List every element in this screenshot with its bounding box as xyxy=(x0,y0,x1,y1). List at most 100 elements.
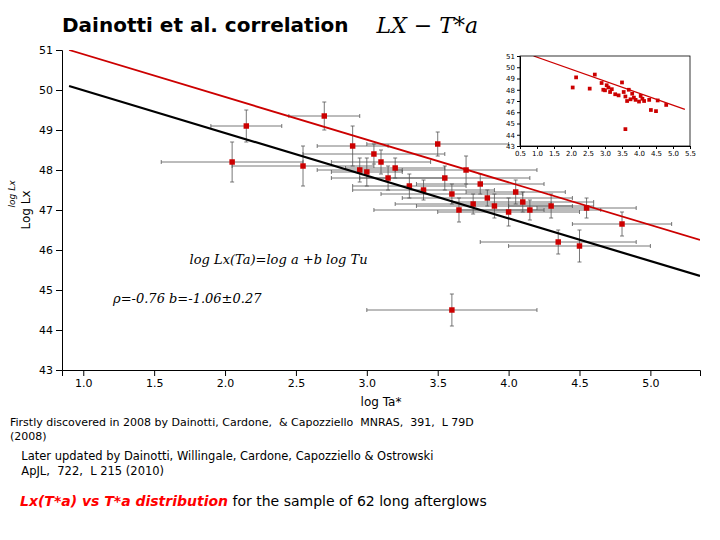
point xyxy=(647,98,651,102)
y-axis-title: Log Lx xyxy=(19,190,33,229)
tick-mark xyxy=(56,170,62,171)
y-error-bar xyxy=(230,142,234,182)
tick: 51 xyxy=(506,53,520,61)
point xyxy=(622,90,626,94)
tick: 46 xyxy=(506,109,520,117)
x-error-bar xyxy=(303,152,445,156)
tick-label: 1.0 xyxy=(532,150,543,158)
tick-label: 3.5 xyxy=(617,150,628,158)
tick: 48 xyxy=(39,164,62,177)
point xyxy=(577,243,582,248)
tick-mark xyxy=(517,146,520,147)
x-axis: 1.01.52.02.53.03.54.04.55.0 xyxy=(63,370,701,390)
tick-mark xyxy=(690,146,691,149)
tick-mark xyxy=(56,330,62,331)
tick: 1.0 xyxy=(532,146,543,158)
x-axis: 0.51.01.52.02.53.03.54.04.55.05.5 xyxy=(515,146,696,158)
title-formula: LX − T*a xyxy=(376,13,478,38)
y-error-bar xyxy=(577,230,581,262)
chart: 1.01.52.02.53.03.54.04.55.04344454647484… xyxy=(0,0,720,540)
tick-label: 45 xyxy=(39,284,53,297)
tick-label: 2.0 xyxy=(566,150,577,158)
y-error-bar xyxy=(471,194,475,214)
tick-mark xyxy=(517,90,520,91)
y-error-bar xyxy=(528,200,532,220)
x-error-bar xyxy=(466,190,565,194)
point xyxy=(574,76,578,80)
tick-label: 5.0 xyxy=(668,150,679,158)
main-plot: 1.01.52.02.53.03.54.04.55.04344454647484… xyxy=(39,44,701,390)
tick: 3.0 xyxy=(359,370,377,390)
note: Firstly discovered in 2008 by Dainotti, … xyxy=(10,416,474,443)
tick: 45 xyxy=(39,284,62,297)
point xyxy=(527,207,532,212)
tick-label: 4.5 xyxy=(651,150,662,158)
point xyxy=(244,123,249,128)
tick: 44 xyxy=(506,131,520,139)
tick-mark xyxy=(537,146,538,149)
x-error-bar xyxy=(211,124,282,128)
summary-rest: for the sample of 62 long afterglows xyxy=(228,493,487,509)
x-error-bar xyxy=(480,240,636,244)
tick-mark xyxy=(56,130,62,131)
point xyxy=(478,181,483,186)
tick-label: 49 xyxy=(506,75,515,83)
point xyxy=(625,99,629,103)
tick: 4.5 xyxy=(651,146,662,158)
tick: 50 xyxy=(39,84,62,97)
tick-label: 44 xyxy=(39,324,53,337)
tick-mark xyxy=(56,250,62,251)
y-error-bar xyxy=(372,144,376,164)
point xyxy=(637,100,641,104)
tick: 4.5 xyxy=(571,370,589,390)
tick-mark xyxy=(517,67,520,68)
y-error-bar xyxy=(422,180,426,200)
fit-line xyxy=(69,50,700,240)
tick-label: 51 xyxy=(39,44,53,57)
y-error-bar xyxy=(549,194,553,218)
tick-label: 3.5 xyxy=(429,377,447,390)
point xyxy=(492,203,497,208)
tick-mark xyxy=(56,90,62,91)
y-error-bar xyxy=(379,150,383,174)
tick-mark xyxy=(571,146,572,149)
x-error-bar xyxy=(367,308,537,312)
x-error-bar xyxy=(381,192,523,196)
tick: 1.5 xyxy=(549,146,560,158)
point xyxy=(630,92,634,96)
point xyxy=(624,127,628,131)
tick-label: 1.5 xyxy=(146,377,164,390)
tick-mark xyxy=(605,146,606,149)
point xyxy=(649,108,653,112)
tick-mark xyxy=(517,101,520,102)
point xyxy=(449,191,454,196)
inset-frame xyxy=(520,56,690,146)
x-error-bar xyxy=(416,182,544,186)
tick-mark xyxy=(225,370,226,376)
tick: 0.5 xyxy=(515,146,526,158)
plot-area xyxy=(69,50,700,326)
tick: 43 xyxy=(506,143,520,151)
x-error-bar xyxy=(331,160,430,164)
tick: 48 xyxy=(506,86,520,94)
x-error-bar xyxy=(572,222,671,226)
tick: 49 xyxy=(506,75,520,83)
tick-label: 4.0 xyxy=(634,150,645,158)
x-error-bar xyxy=(509,244,651,248)
tick-label: 51 xyxy=(506,53,515,61)
point xyxy=(634,98,638,102)
point xyxy=(642,99,646,103)
annotation: log Lx(Ta)=log a +b log Tu xyxy=(190,252,368,267)
point xyxy=(364,169,369,174)
tick-label: 0.5 xyxy=(515,150,526,158)
x-error-bar xyxy=(353,188,495,192)
tick: 43 xyxy=(39,364,62,377)
x-error-bar xyxy=(395,202,551,206)
x-error-bar xyxy=(317,144,388,148)
tick-mark xyxy=(517,56,520,57)
point xyxy=(300,163,305,168)
axis-line xyxy=(521,147,691,150)
point xyxy=(485,195,490,200)
tick: 3.5 xyxy=(617,146,628,158)
tick: 47 xyxy=(506,98,520,106)
